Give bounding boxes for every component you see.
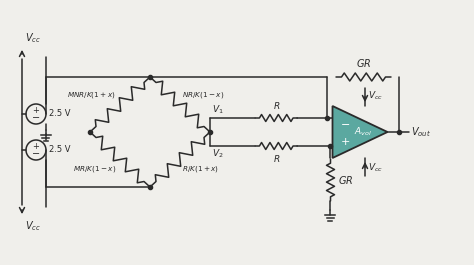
Text: $V_{out}$: $V_{out}$: [411, 125, 431, 139]
Text: $GR$: $GR$: [356, 57, 371, 69]
Text: $MR/K(1 - x)$: $MR/K(1 - x)$: [73, 165, 116, 174]
Text: $-$: $-$: [339, 118, 350, 128]
Text: $MNR/K(1 + x)$: $MNR/K(1 + x)$: [67, 90, 116, 99]
Text: $V_{cc}$: $V_{cc}$: [25, 219, 41, 233]
Text: $V_{cc}$: $V_{cc}$: [368, 90, 383, 102]
Text: $+$: $+$: [339, 136, 350, 147]
Polygon shape: [332, 106, 388, 158]
Text: $R$: $R$: [273, 153, 280, 164]
Text: −: −: [32, 148, 40, 158]
Text: $V_{cc}$: $V_{cc}$: [368, 162, 383, 174]
Text: +: +: [33, 106, 39, 115]
Text: $V_1$: $V_1$: [212, 104, 224, 116]
Text: $R$: $R$: [273, 100, 280, 111]
Text: $A_{vol}$: $A_{vol}$: [354, 126, 372, 138]
Text: $NR/K(1 - x)$: $NR/K(1 - x)$: [182, 90, 225, 99]
Text: $V_{cc}$: $V_{cc}$: [25, 31, 41, 45]
Text: $R/K(1 + x)$: $R/K(1 + x)$: [182, 165, 219, 174]
Text: 2.5 V: 2.5 V: [49, 109, 71, 118]
Text: +: +: [33, 142, 39, 151]
Text: $V_2$: $V_2$: [212, 148, 224, 161]
Text: −: −: [32, 113, 40, 122]
Text: $GR$: $GR$: [338, 174, 354, 186]
Text: 2.5 V: 2.5 V: [49, 145, 71, 154]
